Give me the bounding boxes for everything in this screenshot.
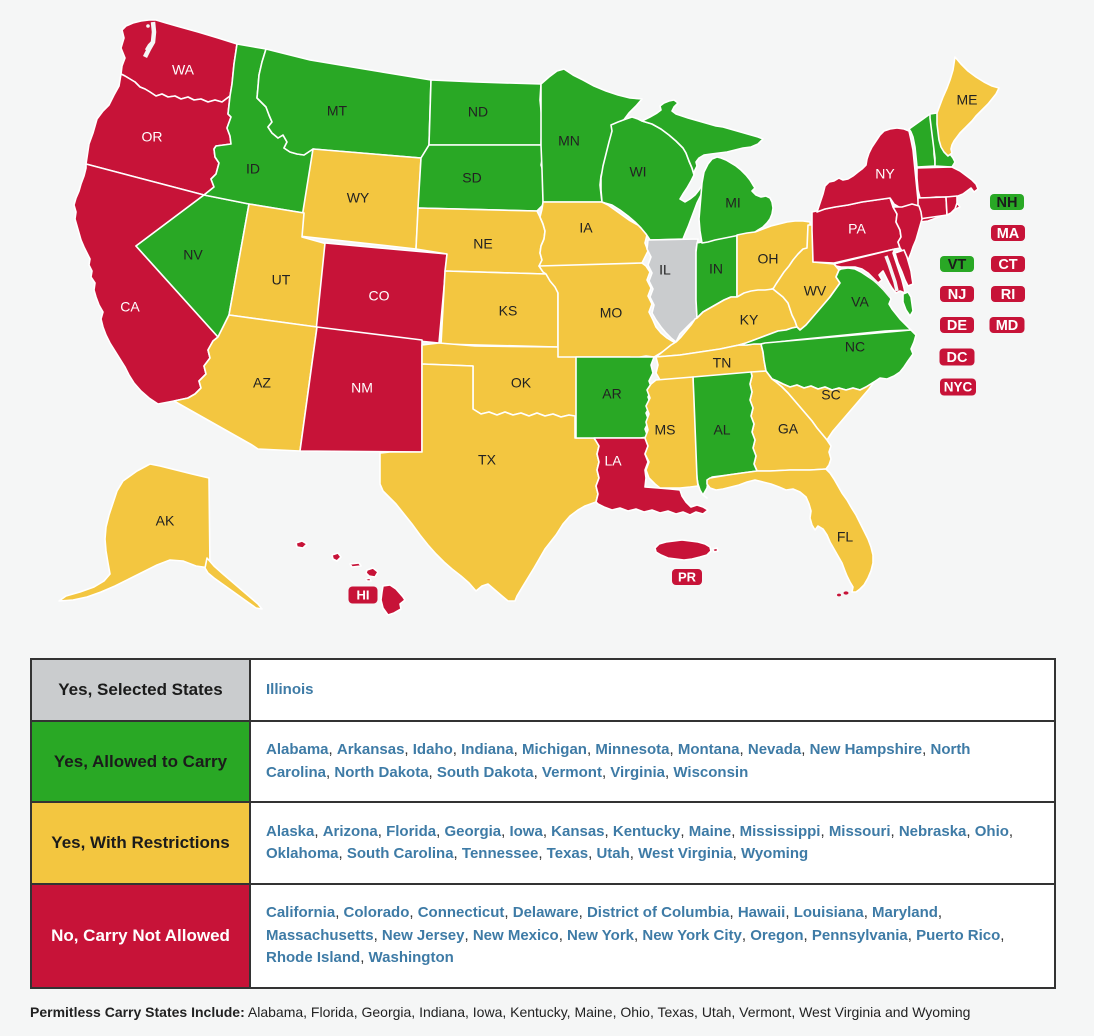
svg-text:PA: PA — [848, 221, 866, 237]
svg-text:NV: NV — [183, 247, 203, 263]
svg-text:HI: HI — [357, 587, 370, 602]
svg-text:AR: AR — [602, 386, 621, 402]
svg-text:MD: MD — [996, 318, 1019, 334]
svg-text:NYC: NYC — [944, 380, 973, 395]
svg-text:KY: KY — [740, 312, 759, 328]
svg-text:RI: RI — [1001, 287, 1016, 303]
svg-text:ME: ME — [957, 92, 978, 108]
svg-text:MS: MS — [655, 422, 676, 438]
svg-text:VT: VT — [948, 257, 967, 273]
svg-text:WI: WI — [629, 164, 646, 180]
svg-text:MN: MN — [558, 133, 580, 149]
svg-text:MA: MA — [997, 226, 1020, 242]
svg-text:NC: NC — [845, 339, 865, 355]
svg-text:WY: WY — [347, 190, 370, 206]
svg-text:ND: ND — [468, 104, 488, 120]
svg-text:TX: TX — [478, 452, 497, 468]
svg-text:OK: OK — [511, 375, 532, 391]
svg-text:OR: OR — [142, 129, 163, 145]
svg-text:DE: DE — [947, 318, 967, 334]
svg-text:IA: IA — [579, 220, 593, 236]
svg-text:VA: VA — [851, 294, 869, 310]
svg-text:AK: AK — [156, 513, 175, 529]
svg-text:FL: FL — [837, 529, 854, 545]
svg-text:MO: MO — [600, 305, 623, 321]
svg-text:IN: IN — [709, 261, 723, 277]
svg-text:LA: LA — [604, 453, 622, 469]
svg-text:CT: CT — [998, 257, 1017, 273]
svg-text:MT: MT — [327, 103, 348, 119]
svg-text:AZ: AZ — [253, 375, 271, 391]
svg-text:NH: NH — [997, 195, 1018, 211]
svg-text:SC: SC — [821, 387, 840, 403]
svg-text:WV: WV — [804, 283, 827, 299]
svg-text:SD: SD — [462, 170, 481, 186]
svg-text:UT: UT — [272, 272, 291, 288]
svg-text:TN: TN — [713, 355, 732, 371]
svg-text:OH: OH — [758, 251, 779, 267]
svg-text:KS: KS — [499, 303, 518, 319]
svg-text:IL: IL — [659, 262, 671, 278]
svg-text:NJ: NJ — [948, 287, 967, 303]
svg-text:CA: CA — [120, 299, 140, 315]
svg-text:AL: AL — [713, 422, 730, 438]
svg-text:DC: DC — [947, 350, 968, 366]
svg-text:NY: NY — [875, 166, 895, 182]
svg-text:MI: MI — [725, 195, 741, 211]
svg-text:NE: NE — [473, 236, 492, 252]
svg-text:CO: CO — [369, 288, 390, 304]
svg-text:GA: GA — [778, 421, 799, 437]
svg-text:PR: PR — [678, 569, 697, 584]
svg-text:WA: WA — [172, 62, 195, 78]
svg-text:NM: NM — [351, 380, 373, 396]
svg-text:ID: ID — [246, 161, 260, 177]
